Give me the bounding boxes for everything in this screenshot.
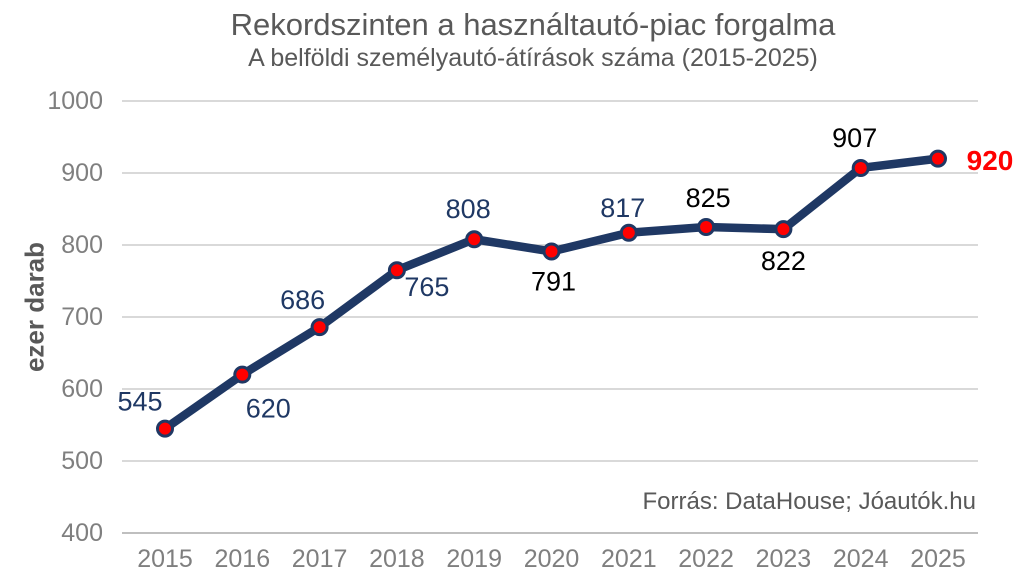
- data-point-label: 545: [117, 387, 162, 417]
- x-axis-label: 2022: [678, 545, 734, 573]
- chart-title: Rekordszinten a használtautó-piac forgal…: [230, 7, 836, 42]
- y-tick-label: 700: [61, 303, 103, 331]
- y-tick-label: 400: [61, 519, 103, 547]
- data-point-marker: [542, 242, 561, 261]
- chart-subtitle: A belföldi személyautó-átírások száma (2…: [248, 44, 818, 72]
- data-point-marker: [774, 220, 793, 239]
- data-point-marker: [233, 365, 252, 384]
- x-axis-label: 2016: [214, 545, 270, 573]
- data-point-label: 791: [531, 266, 576, 296]
- data-point-marker: [156, 419, 174, 438]
- x-axis-label: 2024: [833, 545, 889, 573]
- data-point-marker: [465, 230, 484, 249]
- data-point-label: 817: [600, 193, 645, 223]
- data-point-marker: [929, 149, 947, 168]
- y-tick-label: 600: [61, 375, 103, 403]
- y-tick-label: 900: [61, 159, 103, 187]
- x-axis-label: 2018: [369, 545, 425, 573]
- data-point-label: 907: [832, 123, 877, 153]
- x-axis-label: 2025: [910, 545, 966, 573]
- x-axis-label: 2023: [756, 545, 812, 573]
- data-point-marker: [619, 223, 638, 242]
- data-point-marker: [387, 261, 406, 280]
- data-point-label: 808: [446, 194, 491, 224]
- source-note: Forrás: DataHouse; Jóautók.hu: [642, 488, 976, 515]
- x-axis-label: 2017: [292, 545, 348, 573]
- data-point-marker: [697, 218, 716, 236]
- x-axis-label: 2020: [524, 545, 580, 573]
- x-axis-label: 2019: [446, 545, 502, 573]
- data-point-label: 822: [761, 246, 806, 276]
- y-tick-label: 1000: [47, 87, 103, 115]
- x-axis-label: 2021: [601, 545, 657, 573]
- data-point-marker: [851, 158, 870, 177]
- data-point-label: 620: [246, 394, 291, 424]
- y-tick-label: 500: [61, 447, 103, 475]
- y-tick-label: 800: [61, 231, 103, 259]
- data-point-label: 920: [967, 145, 1014, 176]
- x-axis-label: 2015: [137, 545, 193, 573]
- data-point-label: 825: [686, 183, 731, 213]
- data-point-label: 686: [280, 285, 325, 315]
- data-point-marker: [310, 318, 329, 337]
- data-point-label: 765: [404, 272, 449, 302]
